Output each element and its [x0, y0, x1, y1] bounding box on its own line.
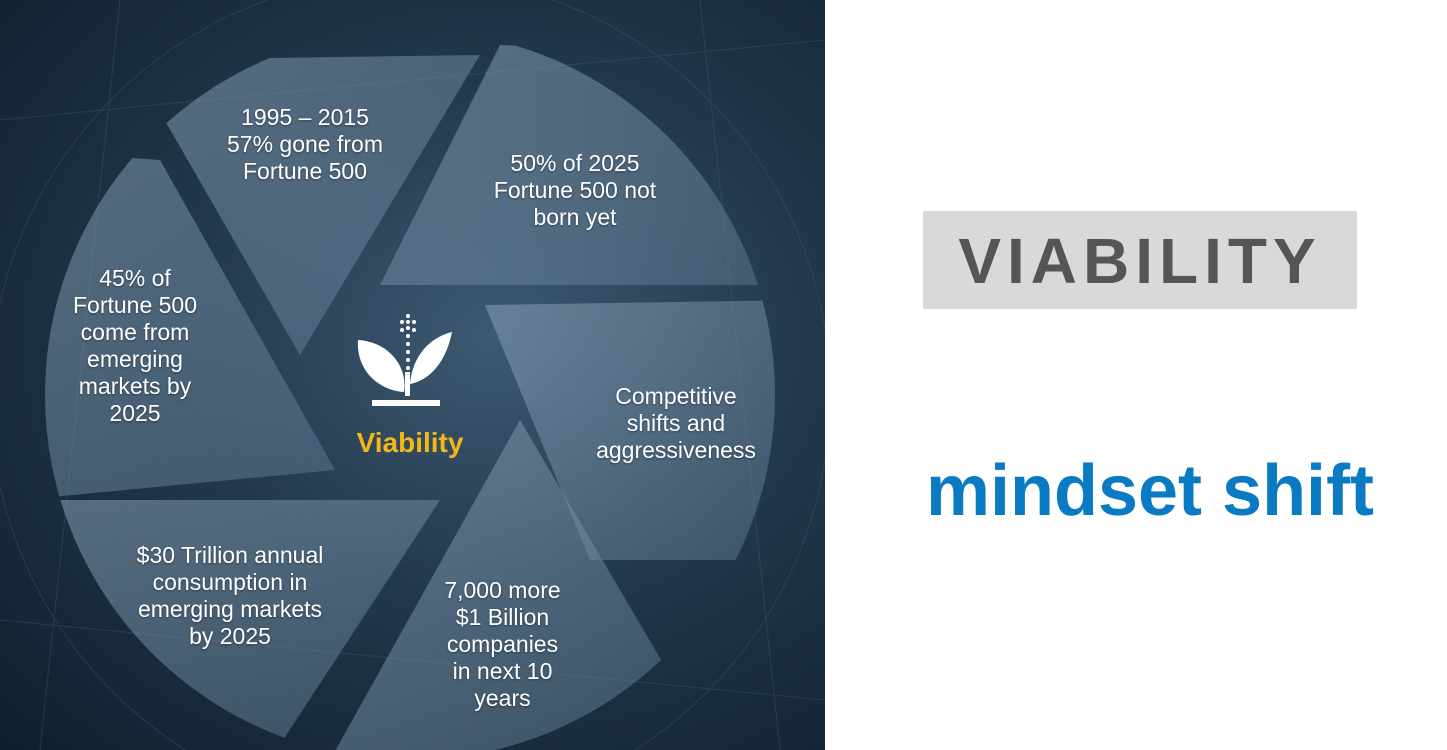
page-title: VIABILITY — [958, 225, 1322, 297]
segment-text-top-right: 50% of 2025 Fortune 500 not born yet — [493, 150, 657, 230]
segment-text-bottom: 7,000 more $1 Billion companies in next … — [444, 577, 561, 711]
segment-bottom — [330, 420, 720, 750]
plant-sprout-icon — [357, 314, 452, 406]
segment-top — [130, 55, 480, 355]
subtitle: mindset shift — [925, 451, 1375, 531]
segment-text-left: 45% of Fortune 500 come from emerging ma… — [72, 265, 198, 426]
segment-left — [45, 150, 335, 500]
pinwheel-diagram — [0, 0, 825, 750]
diagram-panel: 1995 – 2015 57% gone from Fortune 500 50… — [0, 0, 825, 750]
segment-text-top: 1995 – 2015 57% gone from Fortune 500 — [227, 104, 383, 184]
segment-text-bottom-left: $30 Trillion annual consumption in emerg… — [136, 542, 324, 649]
title-box — [923, 211, 1357, 309]
segment-text-right: Competitive shifts and aggressiveness — [596, 383, 756, 463]
center-label: Viability — [356, 427, 464, 458]
